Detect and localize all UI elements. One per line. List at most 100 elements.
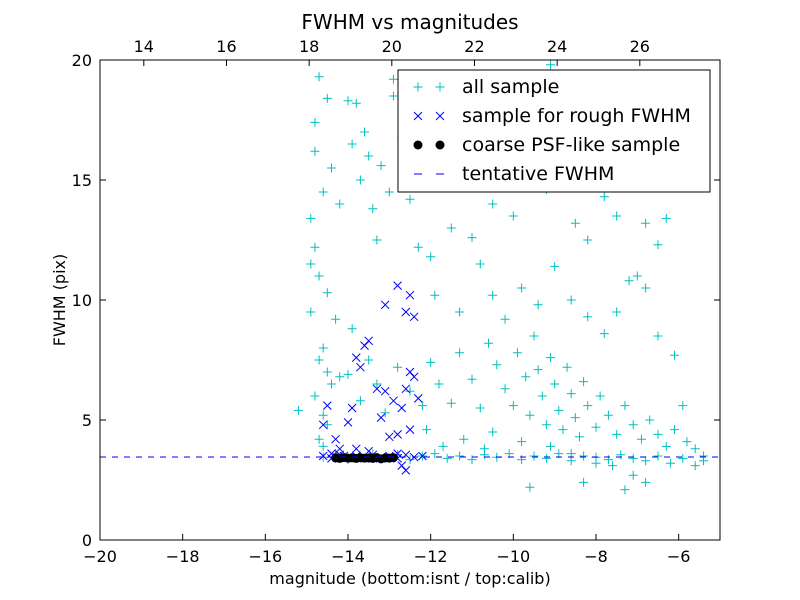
plot-marks: [100, 60, 720, 495]
all-sample-point: [335, 372, 345, 382]
all-sample-point: [546, 353, 556, 363]
all-sample-point: [500, 314, 510, 324]
all-sample-point: [579, 451, 589, 461]
rough-sample-point: [360, 341, 369, 350]
all-sample-point: [645, 415, 655, 425]
x-tick-label: −6: [667, 547, 691, 566]
all-sample-point: [384, 187, 394, 197]
y-axis-label: FWHM (pix): [50, 254, 69, 347]
all-sample-point: [579, 377, 589, 387]
all-sample-point: [525, 410, 535, 420]
legend-plus-icon: [435, 82, 445, 92]
all-sample-point: [372, 379, 382, 389]
all-sample-point: [566, 389, 576, 399]
rough-sample-point: [347, 403, 357, 413]
all-sample-point: [678, 401, 688, 411]
top-x-tick-label: 20: [382, 37, 402, 56]
x-tick-label: −20: [83, 547, 117, 566]
all-sample-point: [628, 453, 638, 463]
all-sample-point: [558, 425, 568, 435]
all-sample-point: [500, 384, 510, 394]
all-sample-point: [608, 461, 618, 471]
all-sample-point: [661, 441, 671, 451]
all-sample-point: [306, 213, 316, 223]
all-sample-point: [343, 96, 353, 106]
all-sample-point: [620, 401, 630, 411]
rough-sample-point: [372, 384, 382, 394]
all-sample-point: [314, 434, 324, 444]
legend-plus-icon: [413, 82, 423, 92]
rough-sample-point: [405, 425, 415, 434]
all-sample-point: [661, 213, 671, 223]
top-x-tick-label: 18: [299, 37, 319, 56]
all-sample-point: [355, 396, 365, 406]
all-sample-point: [612, 307, 622, 317]
rough-sample-point: [409, 372, 419, 382]
all-sample-point: [388, 74, 398, 84]
all-sample-point: [467, 233, 477, 243]
all-sample-point: [347, 324, 357, 334]
all-sample-point: [442, 453, 452, 463]
legend-x-icon: [413, 111, 423, 121]
x-tick-label: −12: [414, 547, 448, 566]
all-sample-point: [430, 290, 440, 300]
rough-sample-point: [393, 281, 402, 290]
all-sample-point: [335, 199, 345, 209]
legend-coarse-sample: coarse PSF-like sample: [462, 134, 680, 156]
all-sample-point: [641, 456, 651, 466]
rough-sample-point: [376, 413, 386, 422]
all-sample-point: [562, 362, 572, 372]
all-sample-point: [616, 450, 626, 460]
all-sample-point: [459, 434, 469, 444]
x-tick-label: −10: [496, 547, 530, 566]
all-sample-point: [314, 355, 324, 365]
all-sample-point: [347, 139, 357, 149]
all-sample-point: [426, 357, 436, 367]
all-sample-point: [566, 295, 576, 305]
all-sample-point: [326, 379, 336, 389]
all-sample-point: [360, 127, 370, 137]
top-x-tick-label: 22: [464, 37, 484, 56]
rough-sample-point: [380, 386, 390, 396]
all-sample-point: [529, 331, 539, 341]
all-sample-point: [326, 163, 336, 173]
all-sample-point: [533, 365, 543, 375]
all-sample-point: [517, 283, 527, 293]
all-sample-point: [636, 434, 646, 444]
all-sample-point: [310, 117, 320, 127]
all-sample-point: [467, 374, 477, 384]
x-tick-label: −8: [584, 547, 608, 566]
rough-sample-point: [413, 394, 423, 403]
legend: all sample sample for rough FWHM coarse …: [397, 69, 711, 193]
all-sample-point: [364, 355, 374, 365]
rough-sample-point: [397, 461, 407, 470]
all-sample-point: [554, 405, 564, 415]
all-sample-point: [405, 455, 415, 465]
all-sample-point: [566, 456, 576, 466]
x-axis-label: magnitude (bottom:isnt / top:calib): [269, 569, 550, 588]
x-tick-label: −16: [248, 547, 282, 566]
all-sample-point: [583, 401, 593, 411]
all-sample-point: [570, 218, 580, 228]
all-sample-point: [550, 379, 560, 389]
all-sample-point: [628, 420, 638, 430]
all-sample-point: [488, 427, 498, 437]
rough-sample-point: [418, 451, 427, 461]
legend-dot-icon: [435, 140, 445, 150]
x-tick-label: −14: [331, 547, 365, 566]
rough-sample-point: [318, 451, 328, 461]
all-sample-point: [546, 60, 556, 70]
all-sample-point: [475, 403, 485, 413]
all-sample-point: [318, 410, 328, 420]
rough-sample-point: [397, 403, 407, 413]
all-sample-point: [310, 242, 320, 252]
all-sample-point: [364, 151, 374, 161]
legend-all-sample: all sample: [462, 76, 559, 98]
all-sample-point: [612, 211, 622, 221]
all-sample-point: [612, 429, 622, 439]
chart-title: FWHM vs magnitudes: [301, 10, 518, 34]
all-sample-point: [405, 386, 415, 396]
all-sample-point: [318, 343, 328, 353]
top-x-tick-label: 14: [134, 37, 154, 56]
